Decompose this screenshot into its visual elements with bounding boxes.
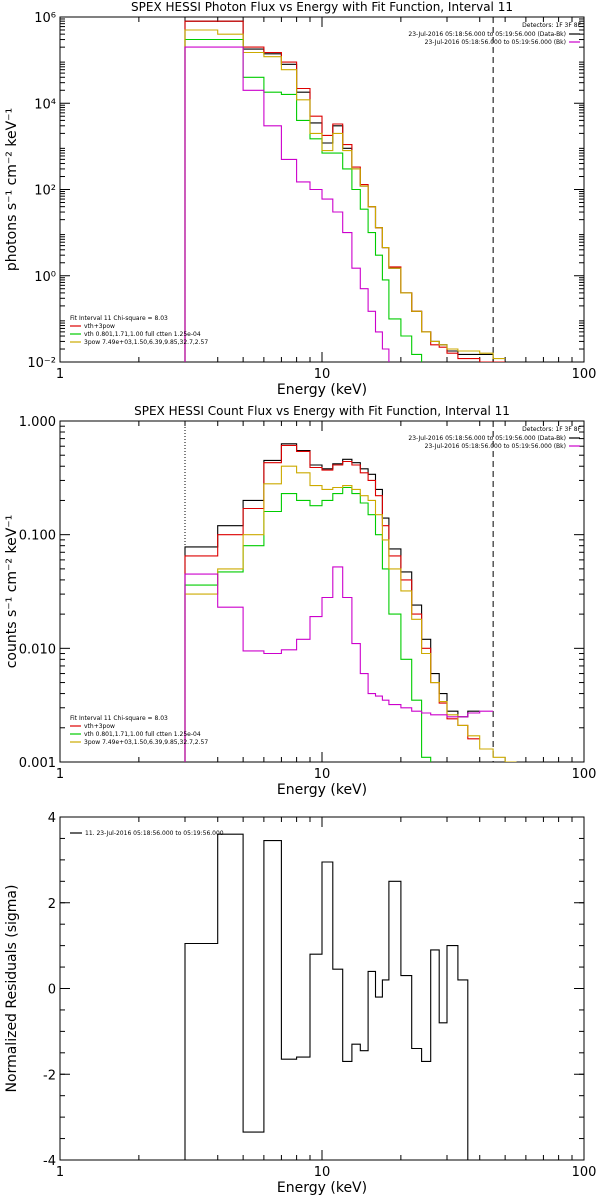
legend-entry: 23-Jul-2016 05:18:56.000 to 05:19:56.000… — [408, 435, 566, 442]
residual-legend: 11. 23-Jul-2016 05:18:56.000 to 05:19:56… — [85, 830, 224, 837]
x-axis-label: Energy (keV) — [277, 782, 367, 798]
data-series-3 — [184, 486, 432, 762]
fit-legend-entry: 3pow 7.49e+03,1.50,6.39,9.85,32.7,2.57 — [84, 339, 208, 346]
y-axis-label: counts s⁻¹ cm⁻² keV⁻¹ — [4, 515, 20, 669]
legend-entry: 23-Jul-2016 05:18:56.000 to 05:19:56.000… — [425, 443, 566, 450]
chart-panel-1: SPEX HESSI Photon Flux vs Energy with Fi… — [4, 0, 597, 398]
x-tick-label: 10 — [314, 767, 331, 782]
x-tick-label: 1 — [56, 367, 64, 382]
fit-legend-entry: vth+3pow — [84, 723, 115, 730]
y-tick-label: 4 — [48, 811, 56, 826]
x-tick-label: 100 — [572, 367, 597, 382]
y-axis-label: Normalized Residuals (sigma) — [4, 885, 20, 1093]
x-axis-label: Energy (keV) — [277, 382, 367, 398]
y-tick-label: 10⁴ — [34, 97, 56, 112]
data-area — [184, 833, 480, 1160]
fit-legend-entry: 3pow 7.49e+03,1.50,6.39,9.85,32.7,2.57 — [84, 739, 208, 746]
x-tick-label: 10 — [314, 1165, 331, 1180]
x-tick-label: 1 — [56, 1165, 64, 1180]
y-tick-label: -4 — [43, 1154, 56, 1169]
y-tick-label: 1.000 — [19, 415, 56, 430]
x-tick-label: 100 — [572, 1165, 597, 1180]
data-series-4 — [184, 29, 506, 362]
legend-entry: 23-Jul-2016 05:18:56.000 to 05:19:56.000… — [408, 31, 566, 38]
legend-detectors: Detectors: 1F 3F 8F — [522, 22, 581, 29]
chart-panel-2: SPEX HESSI Count Flux vs Energy with Fit… — [4, 404, 597, 798]
chart-title: SPEX HESSI Count Flux vs Energy with Fit… — [134, 404, 510, 418]
fit-legend-header: Fit Interval 11 Chi-square = 8.03 — [70, 715, 168, 722]
fit-legend-entry: vth 0.801,1.71,1.00 full ctten 1.25e-04 — [84, 331, 201, 338]
data-series-5 — [184, 46, 390, 362]
y-tick-label: 10² — [34, 184, 56, 199]
y-axis-label: photons s⁻¹ cm⁻² keV⁻¹ — [4, 108, 20, 271]
fit-legend-entry: vth+3pow — [84, 323, 115, 330]
y-tick-label: -2 — [43, 1068, 56, 1083]
chart-panel-3: 1 10 100 Energy (keV) -4 -2 0 2 4 Normalized Resi… — [4, 811, 596, 1196]
y-tick-label: 0.100 — [19, 529, 56, 544]
legend-detectors: Detectors: 1F 3F 8F — [522, 426, 581, 433]
residual-series — [184, 833, 480, 1160]
fit-legend-entry: vth 0.801,1.71,1.00 full ctten 1.25e-04 — [84, 731, 201, 738]
data-series-2 — [184, 20, 506, 362]
data-area — [184, 20, 506, 362]
y-tick-label: 10⁻² — [27, 356, 56, 371]
data-series-3 — [184, 38, 423, 362]
data-area — [184, 443, 517, 762]
y-tick-label: 10⁰ — [34, 270, 56, 285]
legend-entry: 23-Jul-2016 05:18:56.000 to 05:19:56.000… — [425, 39, 566, 46]
y-tick-label: 10⁶ — [34, 11, 56, 26]
plot-frame — [59, 420, 585, 763]
x-axis-label: Energy (keV) — [277, 1180, 367, 1196]
chart-title: SPEX HESSI Photon Flux vs Energy with Fi… — [131, 0, 513, 14]
data-series-5 — [184, 566, 494, 762]
x-tick-label: 1 — [56, 767, 64, 782]
data-series-1 — [184, 20, 506, 362]
y-tick-label: 0.001 — [19, 756, 56, 771]
x-tick-label: 10 — [314, 367, 331, 382]
y-tick-label: 2 — [48, 897, 56, 912]
y-tick-label: 0 — [48, 983, 56, 998]
fit-legend-header: Fit Interval 11 Chi-square = 8.03 — [70, 315, 168, 322]
y-tick-label: 0.010 — [19, 642, 56, 657]
data-series-4 — [184, 465, 517, 762]
x-tick-label: 100 — [572, 767, 597, 782]
